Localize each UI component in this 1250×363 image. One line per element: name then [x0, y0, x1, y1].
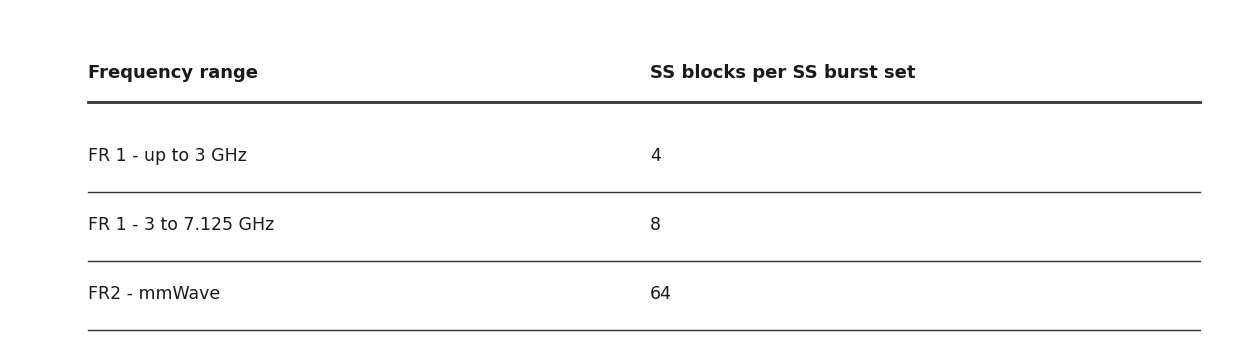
Text: SS blocks per SS burst set: SS blocks per SS burst set — [650, 64, 915, 82]
Text: FR2 - mmWave: FR2 - mmWave — [88, 285, 220, 303]
Text: Frequency range: Frequency range — [88, 64, 258, 82]
Text: FR 1 - 3 to 7.125 GHz: FR 1 - 3 to 7.125 GHz — [88, 216, 274, 234]
Text: 64: 64 — [650, 285, 672, 303]
Text: 8: 8 — [650, 216, 661, 234]
Text: 4: 4 — [650, 147, 661, 165]
Text: FR 1 - up to 3 GHz: FR 1 - up to 3 GHz — [88, 147, 246, 165]
